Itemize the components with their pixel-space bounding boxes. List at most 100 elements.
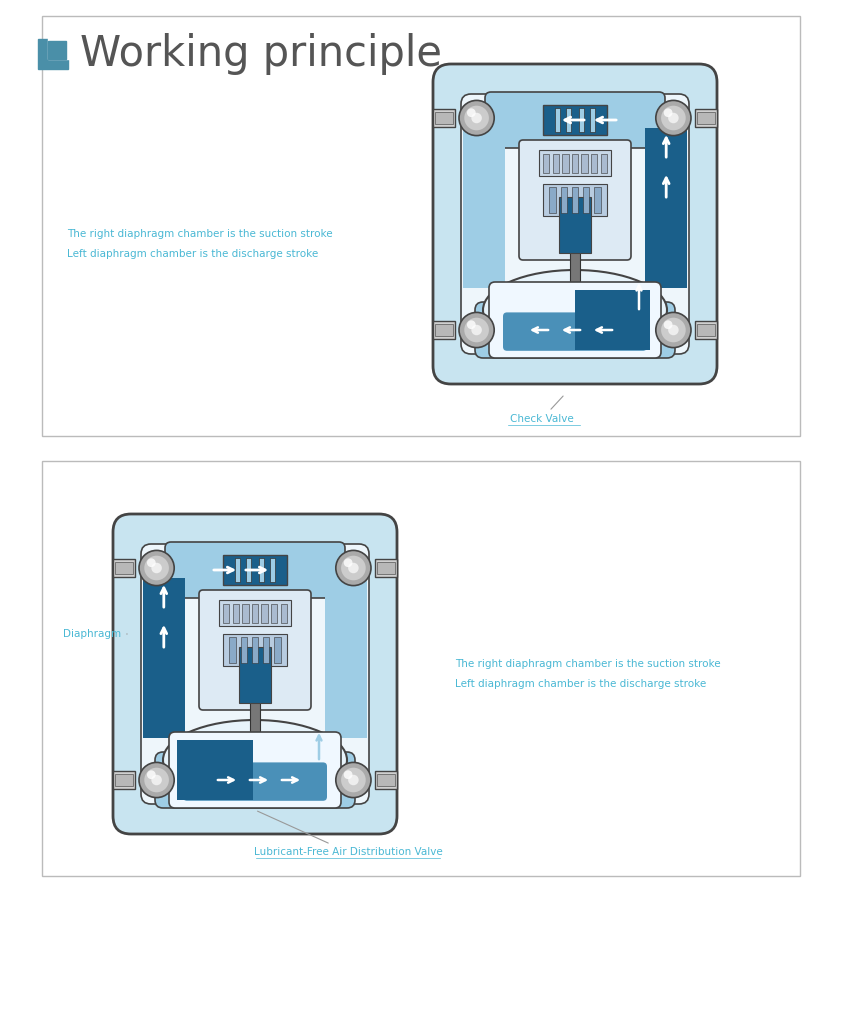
Bar bbox=[271, 603, 277, 623]
Circle shape bbox=[144, 556, 169, 581]
Text: Lubricant-Free Air Distribution Valve: Lubricant-Free Air Distribution Valve bbox=[253, 811, 442, 857]
Bar bbox=[38, 39, 68, 69]
Bar bbox=[115, 773, 132, 786]
Bar bbox=[695, 110, 717, 127]
Circle shape bbox=[336, 551, 371, 586]
Bar bbox=[235, 558, 240, 582]
Bar bbox=[433, 322, 455, 339]
FancyBboxPatch shape bbox=[433, 63, 717, 384]
Bar bbox=[375, 559, 397, 577]
Circle shape bbox=[344, 558, 353, 567]
Circle shape bbox=[467, 321, 476, 329]
Circle shape bbox=[661, 105, 685, 130]
Bar bbox=[552, 154, 559, 173]
Bar bbox=[572, 154, 578, 173]
Bar bbox=[562, 154, 568, 173]
Bar bbox=[375, 771, 397, 788]
Bar bbox=[42, 461, 800, 876]
Bar bbox=[241, 637, 247, 663]
Bar bbox=[113, 771, 135, 788]
Circle shape bbox=[668, 325, 679, 335]
Bar bbox=[246, 558, 251, 582]
Bar bbox=[435, 324, 453, 337]
Bar bbox=[463, 128, 504, 288]
Circle shape bbox=[152, 775, 162, 785]
Bar bbox=[178, 740, 253, 800]
Bar bbox=[572, 187, 578, 213]
Bar bbox=[48, 41, 66, 59]
FancyBboxPatch shape bbox=[503, 312, 647, 351]
Bar bbox=[377, 561, 395, 574]
Circle shape bbox=[336, 763, 371, 798]
FancyBboxPatch shape bbox=[485, 92, 665, 148]
Bar bbox=[325, 578, 367, 738]
Circle shape bbox=[341, 556, 365, 581]
Text: Working principle: Working principle bbox=[80, 33, 442, 75]
Bar bbox=[113, 559, 135, 577]
Bar bbox=[581, 154, 588, 173]
Bar bbox=[274, 637, 280, 663]
Circle shape bbox=[139, 763, 174, 798]
Bar bbox=[543, 184, 607, 216]
Bar bbox=[250, 682, 260, 754]
Bar bbox=[223, 634, 287, 666]
Bar bbox=[579, 108, 584, 132]
Bar bbox=[239, 647, 271, 702]
FancyBboxPatch shape bbox=[519, 140, 631, 260]
Circle shape bbox=[147, 558, 156, 567]
Text: The right diaphragm chamber is the suction stroke: The right diaphragm chamber is the sucti… bbox=[67, 229, 333, 239]
Bar bbox=[543, 104, 607, 135]
Bar bbox=[261, 603, 268, 623]
Circle shape bbox=[668, 113, 679, 123]
Bar bbox=[590, 108, 595, 132]
Bar bbox=[270, 558, 275, 582]
FancyBboxPatch shape bbox=[155, 752, 355, 808]
Circle shape bbox=[464, 317, 489, 342]
FancyBboxPatch shape bbox=[199, 590, 311, 710]
Bar bbox=[42, 16, 800, 436]
Circle shape bbox=[147, 770, 156, 779]
Circle shape bbox=[459, 312, 494, 347]
Bar bbox=[435, 112, 453, 124]
Bar bbox=[232, 603, 239, 623]
Bar bbox=[433, 110, 455, 127]
FancyBboxPatch shape bbox=[183, 763, 327, 801]
Ellipse shape bbox=[163, 720, 347, 800]
Bar bbox=[575, 291, 650, 349]
Bar bbox=[559, 197, 591, 253]
Circle shape bbox=[348, 563, 359, 573]
FancyBboxPatch shape bbox=[141, 544, 369, 804]
Bar bbox=[263, 637, 269, 663]
Circle shape bbox=[152, 563, 162, 573]
Circle shape bbox=[472, 325, 482, 335]
Bar bbox=[377, 773, 395, 786]
Bar bbox=[223, 603, 229, 623]
Circle shape bbox=[472, 113, 482, 123]
Bar bbox=[600, 154, 607, 173]
FancyBboxPatch shape bbox=[113, 514, 397, 834]
Bar bbox=[594, 187, 600, 213]
Bar bbox=[539, 151, 611, 176]
Bar bbox=[591, 154, 598, 173]
Circle shape bbox=[661, 317, 685, 342]
Bar bbox=[561, 187, 567, 213]
Circle shape bbox=[656, 100, 691, 135]
Circle shape bbox=[656, 312, 691, 347]
Circle shape bbox=[344, 770, 353, 779]
Bar bbox=[242, 603, 248, 623]
Bar bbox=[697, 324, 715, 337]
Circle shape bbox=[459, 100, 494, 135]
Circle shape bbox=[144, 768, 169, 793]
Bar bbox=[229, 637, 236, 663]
Text: Left diaphragm chamber is the discharge stroke: Left diaphragm chamber is the discharge … bbox=[67, 249, 318, 259]
Bar bbox=[570, 232, 580, 304]
Bar bbox=[115, 561, 132, 574]
Circle shape bbox=[139, 551, 174, 586]
FancyBboxPatch shape bbox=[475, 302, 675, 358]
Bar bbox=[219, 600, 291, 626]
Bar bbox=[566, 108, 571, 132]
Bar bbox=[223, 555, 287, 585]
Ellipse shape bbox=[483, 270, 667, 350]
Bar bbox=[555, 108, 560, 132]
Circle shape bbox=[663, 321, 673, 329]
